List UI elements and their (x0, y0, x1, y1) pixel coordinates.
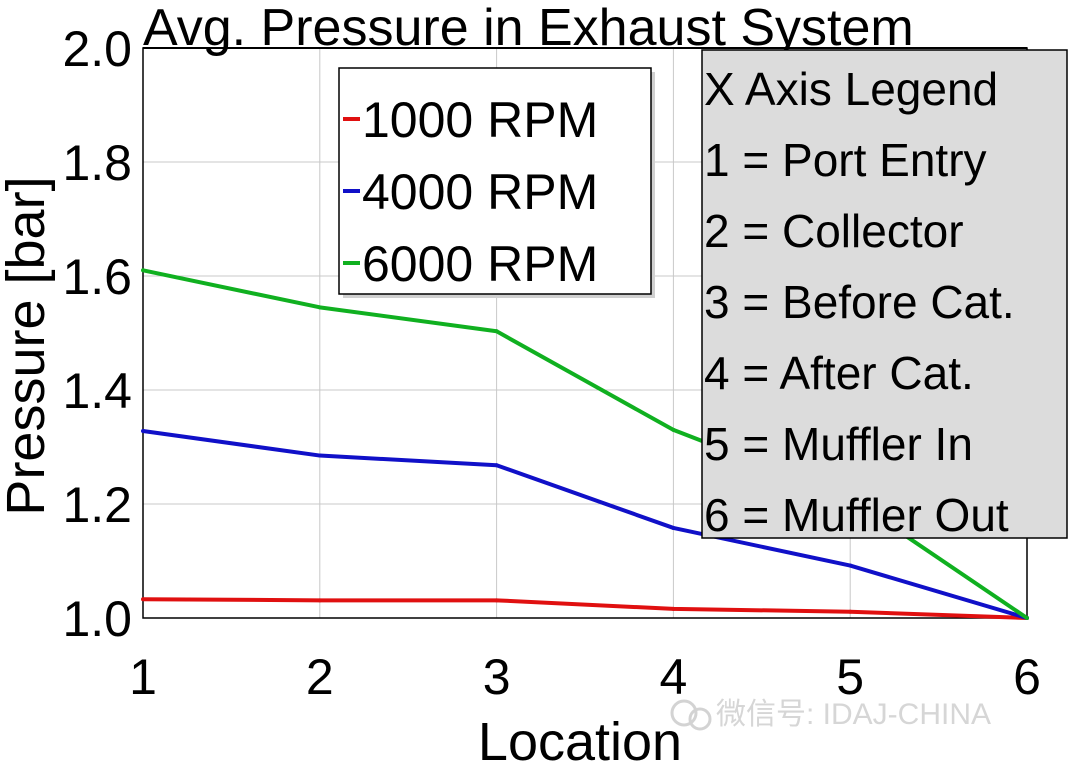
x-axis-legend-item-4: 4 = After Cat. (704, 347, 974, 399)
y-tick-label-5: 1.8 (62, 135, 132, 191)
wechat-icon-bubble (688, 707, 712, 731)
wechat-icon (670, 699, 698, 727)
x-axis-legend-item-1: 1 = Port Entry (704, 134, 987, 186)
data-point-1-3 (494, 598, 499, 603)
legend-label-3: 6000 RPM (362, 236, 598, 292)
x-axis-label: Location (478, 712, 682, 767)
watermark-text: 微信号: IDAJ-CHINA (716, 698, 991, 731)
data-point-3-2 (317, 305, 322, 310)
x-axis-legend-title: X Axis Legend (704, 63, 998, 115)
data-point-1-2 (317, 598, 322, 603)
x-axis-legend-item-3: 3 = Before Cat. (704, 276, 1015, 328)
y-tick-label-1: 1.0 (62, 591, 132, 647)
data-point-3-4 (671, 427, 676, 432)
x-axis-legend-item-5: 5 = Muffler In (704, 418, 973, 470)
y-tick-label-6: 2.0 (62, 21, 132, 77)
data-point-2-1 (141, 429, 145, 434)
x-tick-labels: 1 2 3 4 5 6 (129, 649, 1041, 705)
x-tick-label-6: 6 (1013, 649, 1041, 705)
x-axis-legend-item-6: 6 = Muffler Out (704, 489, 1009, 541)
data-point-3-1 (141, 268, 145, 273)
data-point-2-4 (671, 525, 676, 530)
x-tick-label-2: 2 (306, 649, 334, 705)
data-point-1-4 (671, 606, 676, 611)
y-axis-label: Pressure [bar] (0, 176, 56, 515)
y-tick-label-4: 1.6 (62, 249, 132, 305)
y-tick-labels: 1.0 1.2 1.4 1.6 1.8 2.0 (62, 21, 132, 647)
x-axis-legend-item-2: 2 = Collector (704, 205, 964, 257)
y-tick-label-2: 1.2 (62, 477, 132, 533)
y-tick-label-3: 1.4 (62, 363, 132, 419)
series-line-1 (142, 597, 1028, 620)
data-point-3-6 (1025, 616, 1029, 620)
legend-label-2: 4000 RPM (362, 164, 598, 220)
watermark: 微信号: IDAJ-CHINA (670, 698, 991, 731)
x-tick-label-4: 4 (659, 649, 687, 705)
data-point-1-5 (848, 609, 853, 614)
data-point-2-5 (848, 563, 853, 568)
series-legend: 1000 RPM 4000 RPM 6000 RPM (338, 67, 655, 298)
legend-items: 1000 RPM 4000 RPM 6000 RPM (343, 92, 598, 292)
series-line-2 (142, 429, 1028, 620)
x-tick-label-5: 5 (836, 649, 864, 705)
data-point-2-2 (317, 453, 322, 458)
x-axis-legend-items: 1 = Port Entry 2 = Collector 3 = Before Ca… (704, 134, 1015, 541)
data-point-3-3 (494, 329, 499, 334)
x-tick-label-1: 1 (129, 649, 157, 705)
data-point-1-1 (141, 597, 145, 602)
x-tick-label-3: 3 (483, 649, 511, 705)
legend-label-1: 1000 RPM (362, 92, 598, 148)
data-point-2-3 (494, 463, 499, 468)
x-axis-legend-box: X Axis Legend 1 = Port Entry 2 = Collecto… (701, 49, 1068, 541)
